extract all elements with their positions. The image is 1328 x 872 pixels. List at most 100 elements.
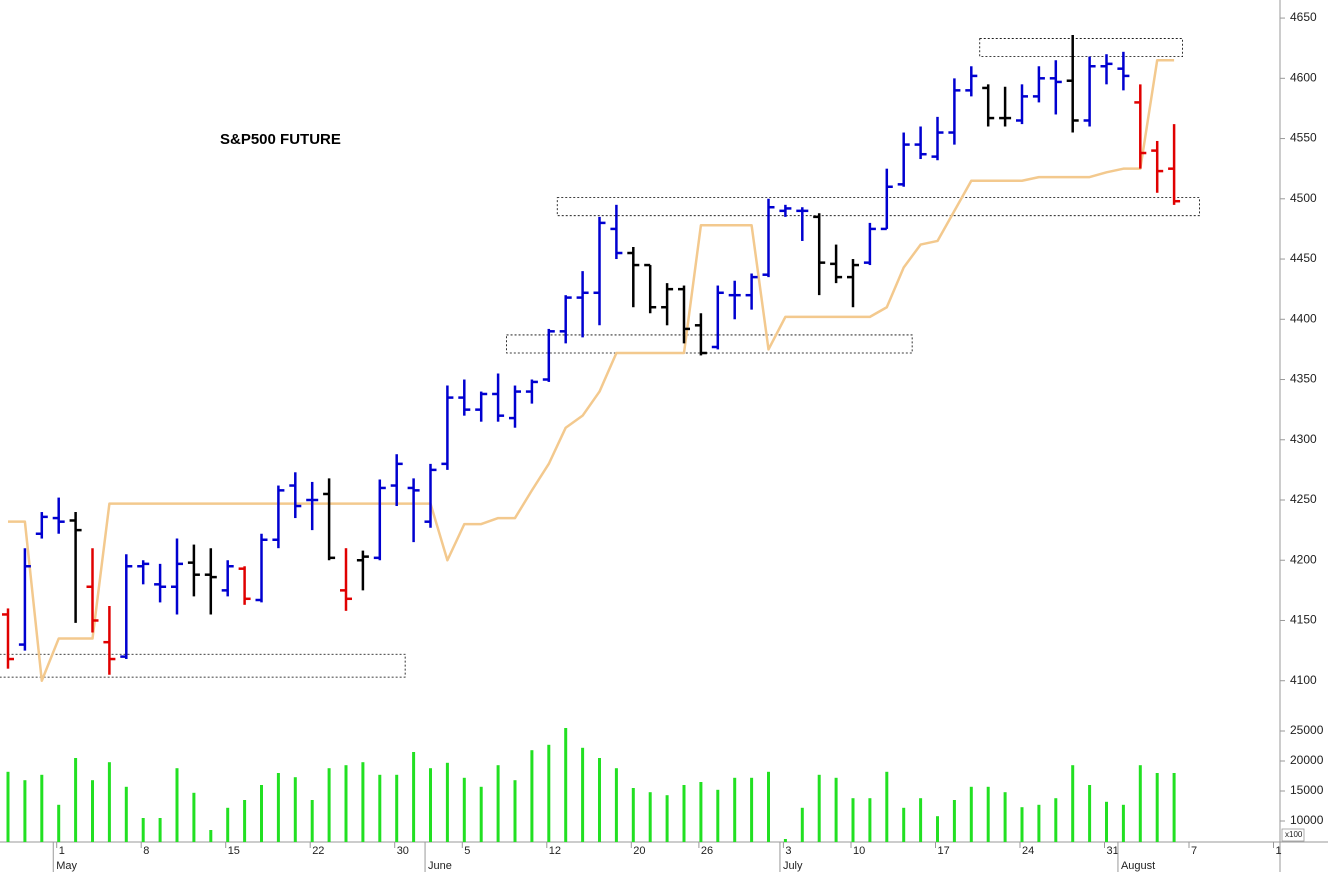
volume-bar (1088, 785, 1092, 842)
volume-bar (936, 816, 939, 842)
volume-bar (226, 807, 230, 842)
y-tick-label: 4550 (1290, 131, 1317, 145)
volume-bar (158, 818, 162, 842)
volume-bar (564, 728, 568, 842)
x-tick-label: 7 (1191, 845, 1197, 857)
volume-bar (986, 786, 990, 842)
volume-bar (496, 765, 500, 842)
y-tick-label: 4400 (1290, 311, 1317, 325)
y-tick-label: 20000 (1290, 753, 1324, 767)
volume-bar (1071, 765, 1075, 842)
price-zone (979, 38, 1183, 58)
volume-bar (817, 774, 821, 842)
month-label: May (56, 860, 77, 872)
volume-bar (429, 768, 432, 842)
volume-bar (344, 765, 348, 842)
price-zone (556, 197, 1200, 217)
y-tick-label: 4650 (1290, 10, 1317, 24)
volume-bar (1105, 801, 1108, 842)
y-tick-label: 4200 (1290, 552, 1317, 566)
volume-bar (6, 771, 10, 842)
volume-bar (276, 773, 280, 842)
volume-bar (462, 777, 466, 842)
volume-bar (141, 818, 145, 842)
y-tick-label: 15000 (1290, 783, 1324, 797)
volume-bar (23, 780, 27, 842)
volume-bar (1121, 804, 1125, 842)
y-tick-label: 10000 (1290, 813, 1324, 827)
volume-bar (783, 839, 787, 842)
volume-bar (716, 789, 720, 842)
volume-bar (445, 762, 449, 842)
x-tick-label: 20 (633, 845, 645, 857)
volume-bar (800, 807, 804, 842)
volume-bar (1020, 807, 1024, 842)
volume-bar (1037, 804, 1041, 842)
x-tick-label: 10 (853, 845, 865, 857)
volume-bar (851, 798, 855, 842)
volume-bar (581, 747, 585, 842)
volume-bar (74, 758, 78, 842)
volume-bar (1155, 773, 1159, 842)
month-label: June (428, 860, 452, 872)
volume-bar (40, 774, 44, 842)
volume-bar (412, 752, 416, 842)
volume-bar (91, 780, 94, 842)
volume-bar (682, 785, 686, 842)
volume-bar (479, 786, 483, 842)
month-label: July (783, 860, 803, 872)
volume-bar (243, 800, 247, 842)
x-tick-label: 30 (397, 845, 409, 857)
x-tick-label: 1 (1276, 845, 1282, 857)
volume-bar (1003, 792, 1007, 842)
y-tick-label: 4350 (1290, 372, 1317, 386)
volume-bar (834, 777, 838, 842)
volume-bar (293, 777, 297, 842)
volume-bar (310, 800, 314, 842)
volume-bar (530, 750, 534, 842)
volume-bar (361, 762, 365, 842)
volume-bar (1138, 765, 1142, 842)
x-tick-label: 8 (143, 845, 149, 857)
y-tick-label: 4150 (1290, 613, 1317, 627)
x-tick-label: 15 (228, 845, 240, 857)
x-tick-label: 1 (59, 845, 65, 857)
volume-bar (631, 788, 635, 842)
y-tick-label: 4100 (1290, 673, 1317, 687)
x-tick-label: 17 (938, 845, 950, 857)
x-tick-label: 3 (785, 845, 791, 857)
volume-bar (378, 774, 382, 842)
volume-bar (192, 792, 196, 842)
price-zone (0, 653, 406, 678)
volume-bar (513, 780, 517, 842)
volume-bar (969, 786, 973, 842)
volume-bar (919, 798, 923, 842)
volume-bar (547, 744, 551, 842)
y-tick-label: 4300 (1290, 432, 1317, 446)
x-tick-label: 31 (1107, 845, 1119, 857)
volume-bar (1054, 798, 1058, 842)
x-tick-label: 22 (312, 845, 324, 857)
volume-bar (952, 800, 956, 842)
volume-bar (124, 786, 128, 842)
unit-box (1281, 828, 1305, 842)
volume-bar (767, 771, 770, 842)
y-tick-label: 4450 (1290, 251, 1317, 265)
x-tick-label: 24 (1022, 845, 1034, 857)
y-tick-label: 4500 (1290, 191, 1317, 205)
volume-bar (107, 762, 111, 842)
volume-bar (57, 804, 61, 842)
volume-bar (598, 758, 601, 842)
volume-bar (260, 785, 263, 842)
y-tick-label: 4250 (1290, 492, 1317, 506)
volume-bar (868, 798, 872, 842)
x-tick-label: 12 (549, 845, 561, 857)
month-label: August (1121, 860, 1155, 872)
x-tick-label: 26 (701, 845, 713, 857)
volume-bar (648, 792, 652, 842)
trend-line (8, 58, 1175, 682)
y-tick-label: 4600 (1290, 70, 1317, 84)
volume-bar (902, 807, 906, 842)
